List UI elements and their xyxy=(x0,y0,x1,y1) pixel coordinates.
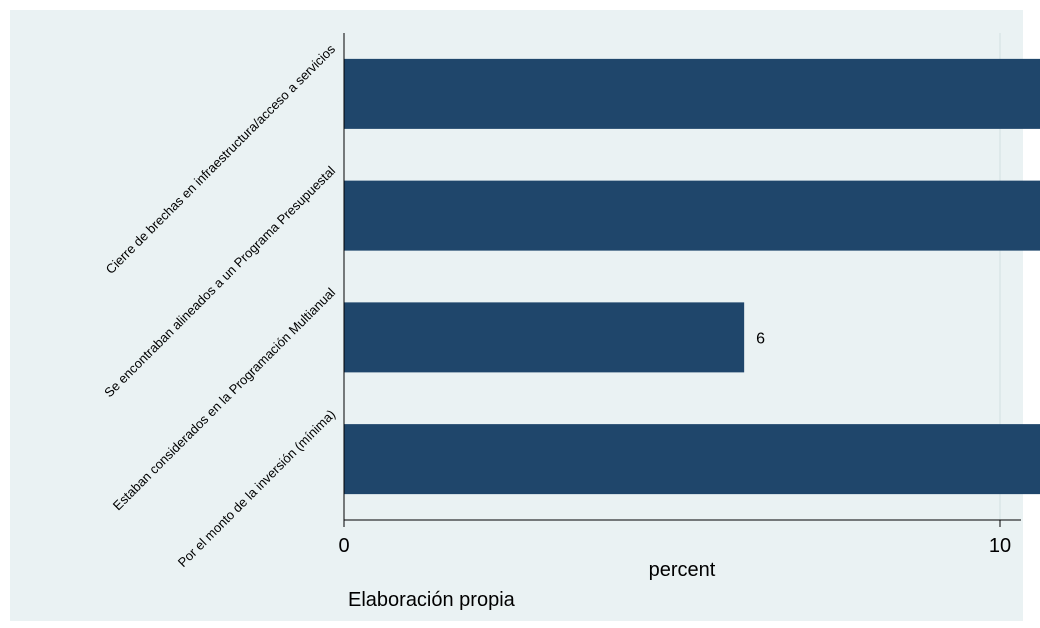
chart-note: Elaboración propia xyxy=(348,589,516,611)
x-tick-label: 10 xyxy=(989,535,1011,557)
bars xyxy=(344,58,1040,495)
bar xyxy=(344,58,1040,129)
category-label: Cierre de brechas en infraestructura/acc… xyxy=(103,41,339,277)
x-tick-label: 0 xyxy=(338,535,349,557)
category-labels: Cierre de brechas en infraestructura/acc… xyxy=(101,41,338,570)
bar xyxy=(344,302,745,373)
category-label: Estaban considerados en la Programación … xyxy=(110,285,338,513)
bar xyxy=(344,180,1040,251)
x-axis-label: percent xyxy=(649,559,716,581)
x-ticks: 01020304050 xyxy=(338,520,1011,557)
value-label: 6 xyxy=(756,330,765,347)
value-labels: 3315645 xyxy=(756,330,765,347)
category-label: Se encontraban alineados a un Programa P… xyxy=(101,163,338,400)
bar xyxy=(344,424,1040,495)
